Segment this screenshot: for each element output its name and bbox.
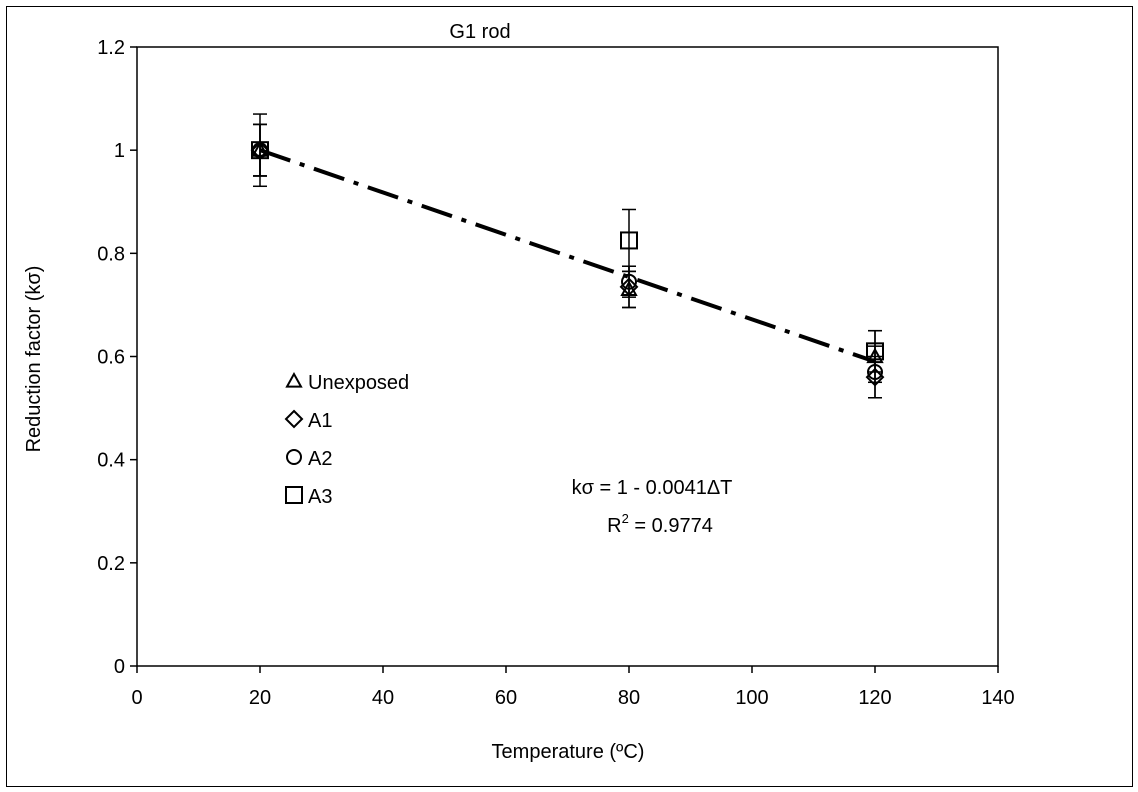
x-tick-label: 0	[131, 687, 142, 709]
chart-title: G1 rod	[449, 21, 510, 43]
legend-marker-a3	[285, 486, 303, 504]
x-tick-label: 40	[372, 687, 394, 709]
y-axis-label: Reduction factor (kσ)	[23, 266, 45, 453]
y-tick-label: 0	[114, 656, 125, 678]
y-tick-label: 0.2	[97, 553, 125, 575]
x-tick-label: 80	[618, 687, 640, 709]
point-a2	[621, 273, 637, 290]
equation-annotation: kσ = 1 - 0.0041ΔT	[572, 477, 733, 499]
legend-marker-a2	[286, 449, 302, 465]
legend-label: A2	[308, 448, 332, 470]
y-tick-label: 0.8	[97, 243, 125, 265]
x-tick-label: 120	[858, 687, 891, 709]
y-tick-label: 0.6	[97, 347, 125, 369]
y-tick-label: 1.2	[97, 37, 125, 59]
y-tick-label: 0.4	[97, 450, 125, 472]
y-tick-label: 1	[114, 140, 125, 162]
plot-area: 0 0.2 0.4 0.6 0.8 1 1.2 0 20 40 60 80 100 120 140	[97, 37, 1015, 709]
legend-marker-a1	[284, 409, 304, 429]
r-squared-annotation: R2 = 0.9774	[607, 511, 713, 537]
x-axis-label: Temperature (ºC)	[492, 741, 645, 763]
x-tick-label: 20	[249, 687, 271, 709]
point-a3	[620, 231, 638, 250]
legend: Unexposed A1 A2 A3	[284, 371, 409, 508]
x-tick-label: 140	[981, 687, 1014, 709]
trendline	[259, 148, 876, 364]
point-a3	[251, 141, 269, 160]
x-tick-label: 100	[735, 687, 768, 709]
legend-marker-unexposed	[285, 371, 303, 388]
legend-label: A1	[308, 410, 332, 432]
legend-label: A3	[308, 486, 332, 508]
legend-label: Unexposed	[308, 372, 409, 394]
point-a3	[866, 342, 884, 361]
x-tick-label: 60	[495, 687, 517, 709]
chart-frame	[6, 6, 1133, 787]
